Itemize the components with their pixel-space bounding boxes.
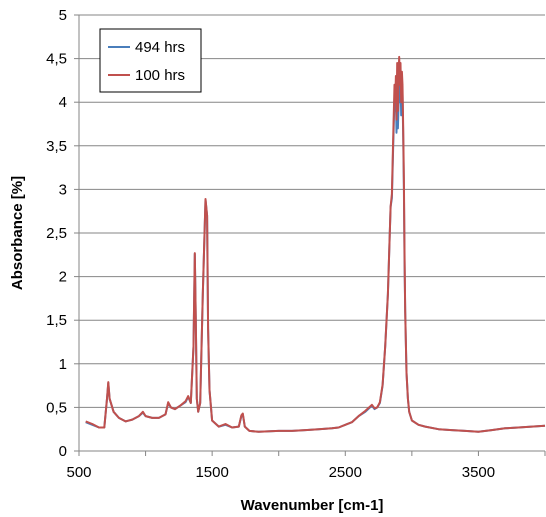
legend-label-494-hrs: 494 hrs [135, 39, 185, 56]
x-tick-label-0: 500 [66, 464, 91, 481]
y-axis-title: Absorbance [%] [9, 176, 26, 290]
y-tick-label-1: 0,5 [46, 399, 67, 416]
x-tick-label-1: 1500 [195, 464, 228, 481]
y-tick-label-0: 0 [59, 443, 67, 460]
y-tick-label-5: 2,5 [46, 225, 67, 242]
legend: 494 hrs 100 hrs [99, 28, 202, 93]
y-tick-label-6: 3 [59, 181, 67, 198]
x-tick-label-3: 3500 [462, 464, 495, 481]
x-tick-label-2: 2500 [329, 464, 362, 481]
series-line-100-hrs [85, 55, 546, 433]
y-tick-label-2: 1 [59, 356, 67, 373]
axes [74, 14, 546, 456]
tick-labels: 0 0,5 1 1,5 2 2,5 3 3,5 4 4,5 5 500 1500 2500 3500 [46, 7, 495, 481]
series-line-494-hrs [85, 79, 546, 433]
legend-box [99, 28, 202, 93]
y-tick-label-9: 4,5 [46, 51, 67, 68]
y-tick-label-10: 5 [59, 7, 67, 24]
y-tick-label-3: 1,5 [46, 312, 67, 329]
series-lines [85, 55, 546, 433]
y-tick-label-4: 2 [59, 269, 67, 286]
y-tick-label-8: 4 [59, 94, 67, 111]
x-axis-title: Wavenumber [cm-1] [241, 497, 384, 514]
legend-label-100-hrs: 100 hrs [135, 67, 185, 84]
y-tick-label-7: 3,5 [46, 138, 67, 155]
grid-lines [79, 14, 545, 408]
